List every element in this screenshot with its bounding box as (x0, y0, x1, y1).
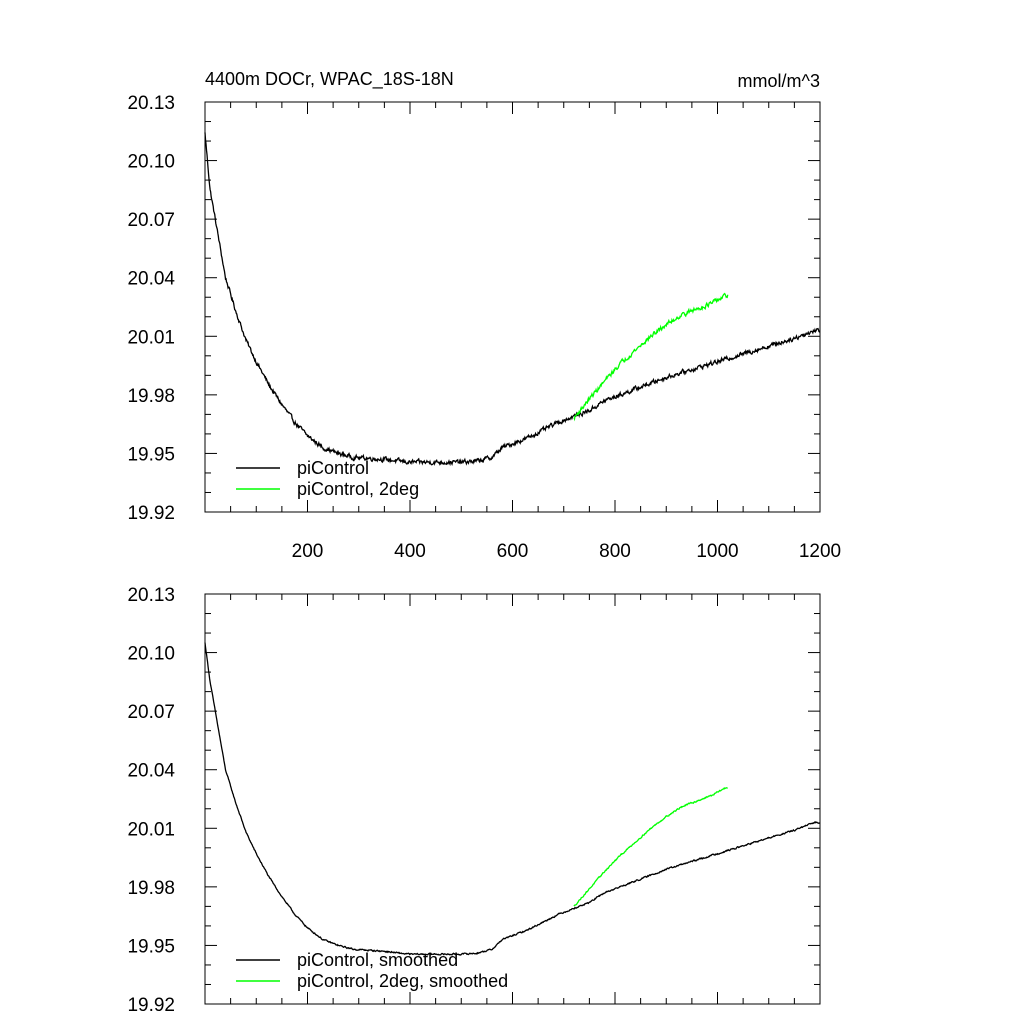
legend-label: piControl, 2deg (297, 479, 419, 499)
series-line-picontrol-2deg (573, 787, 728, 907)
legend-label: piControl (297, 458, 369, 478)
x-tick-label: 200 (292, 541, 324, 562)
x-tick-label: 600 (497, 541, 529, 562)
y-tick-label: 20.07 (127, 702, 175, 723)
top-panel-frame (204, 101, 821, 513)
top-panel-units: mmol/m^3 (738, 71, 820, 91)
y-tick-label: 19.98 (127, 386, 175, 407)
y-tick-label: 20.01 (127, 327, 175, 348)
y-tick-label: 19.95 (127, 444, 175, 465)
bottom-panel-frame (204, 593, 821, 1005)
y-tick-label: 20.10 (127, 152, 175, 173)
y-tick-label: 19.92 (127, 503, 175, 524)
y-tick-label: 20.01 (127, 819, 175, 840)
legend-label: piControl, smoothed (297, 950, 458, 970)
top-panel: 4400m DOCr, WPAC_18S-18N mmol/m^3 19.921… (127, 69, 841, 562)
y-tick-label: 20.04 (127, 269, 175, 290)
x-tick-label: 800 (599, 541, 631, 562)
top-panel-x-tick-labels: 200 400 600 800 1000 1200 (292, 541, 841, 562)
top-panel-title: 4400m DOCr, WPAC_18S-18N (205, 69, 454, 90)
top-panel-y-tick-labels: 19.92 19.95 19.98 20.01 20.04 20.07 20.10 20.13 (127, 93, 175, 524)
legend-label: piControl, 2deg, smoothed (297, 971, 508, 991)
y-tick-label: 20.07 (127, 210, 175, 231)
top-panel-ticks (204, 101, 821, 513)
x-tick-label: 1000 (696, 541, 738, 562)
y-tick-label: 20.13 (127, 585, 175, 606)
y-tick-label: 20.04 (127, 761, 175, 782)
y-tick-label: 20.10 (127, 644, 175, 665)
series-line-picontrol (204, 642, 821, 956)
bottom-panel-ticks (204, 593, 821, 1005)
y-tick-label: 19.98 (127, 878, 175, 899)
bottom-panel-y-tick-labels: 19.92 19.95 19.98 20.01 20.04 20.07 20.10 20.13 (127, 585, 175, 1016)
bottom-panel: 19.92 19.95 19.98 20.01 20.04 20.07 20.10 20.13… (127, 585, 821, 1016)
y-tick-label: 19.95 (127, 936, 175, 957)
bottom-panel-series (204, 642, 821, 956)
x-tick-label: 1200 (799, 541, 841, 562)
y-tick-label: 19.92 (127, 995, 175, 1016)
series-line-picontrol (204, 132, 821, 467)
top-panel-series (204, 132, 821, 467)
series-line-picontrol-2deg (573, 292, 729, 422)
y-tick-label: 20.13 (127, 93, 175, 114)
x-tick-label: 400 (394, 541, 426, 562)
